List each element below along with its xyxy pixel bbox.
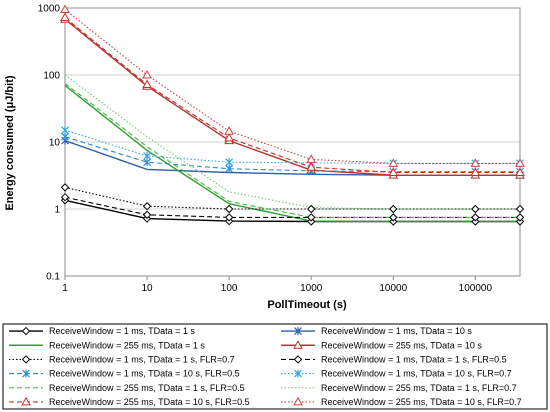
series-11-point [142,79,152,89]
series-5-point [471,204,480,214]
legend-label-12: ReceiveWindow = 255 ms, TData = 10 s, FL… [321,397,522,407]
series-6-point [224,213,234,222]
series-8-point [61,126,69,135]
y-tick-label: 1 [54,205,60,216]
series-6-point [142,210,152,219]
legend-label-6: ReceiveWindow = 1 ms, TData = 1 s, FLR=0… [321,354,507,364]
legend-marker-8 [294,369,302,378]
series-5-point [389,204,398,214]
series-6-point [471,213,480,222]
series-12-point [515,158,525,167]
series-12-point [306,154,317,163]
series-11-point [306,162,317,171]
legend-label-1: ReceiveWindow = 1 ms, TData = 1 s [49,326,195,336]
series-markers [60,4,525,226]
legend-label-9: ReceiveWindow = 255 ms, TData = 1 s, FLR… [49,383,245,393]
legend-label-7: ReceiveWindow = 1 ms, TData = 10 s, FLR=… [49,369,240,379]
series-6-point [389,213,398,222]
series-5-point [307,204,316,214]
x-tick-label: 10000 [379,283,407,294]
x-tick-label: 1000 [300,283,323,294]
legend-label-4: ReceiveWindow = 255 ms, TData = 10 s [321,340,482,350]
series-11-point [224,132,235,142]
series-11-point [60,12,70,22]
legend-marker-12 [293,396,303,406]
legend-label-10: ReceiveWindow = 255 ms, TData = 1 s, FLR… [321,383,517,393]
legend-marker-7 [22,369,30,378]
legend: ReceiveWindow = 1 ms, TData = 1 s Receive… [2,323,548,410]
series-5-point [60,183,70,192]
legend-marker-4 [293,340,303,349]
legend-box [2,323,548,410]
legend-marker-5 [21,355,31,364]
legend-label-2: ReceiveWindow = 1 ms, TData = 10 s [321,326,472,336]
series-8-point [225,158,234,167]
y-tick-label: 100 [43,71,60,82]
series-5-point [515,204,525,214]
series-12-point [60,4,70,13]
series-8-point [143,151,151,160]
legend-label-11: ReceiveWindow = 255 ms, TData = 10 s, FL… [49,397,250,407]
series-5-point [224,204,234,214]
series-12-point [388,158,399,167]
x-tick-label: 100 [221,283,238,294]
legend-marker-6 [293,355,303,364]
legend-marker-11 [21,396,31,406]
legend-label-8: ReceiveWindow = 1 ms, TData = 10 s, FLR=… [321,369,512,379]
legend-marker-1 [21,326,31,336]
series-12-point [142,69,152,79]
x-axis-title: PollTimeout (s) [267,299,347,311]
legend-label-3: ReceiveWindow = 255 ms, TData = 1 s [49,340,205,350]
series-6-point [515,213,525,222]
x-tick-label: 100000 [459,283,493,294]
series-11-point [470,167,481,177]
series-6-point [60,192,70,202]
legend-label-5: ReceiveWindow = 1 ms, TData = 1 s, FLR=0… [49,354,235,364]
y-tick-label: 1000 [38,4,61,15]
y-tick-label: 10 [49,138,61,149]
series-12-point [224,126,235,135]
y-tick-label: 0.1 [46,272,60,283]
x-tick-label: 1 [62,283,68,294]
series-11-point [388,167,399,177]
series-5-point [142,202,152,211]
series-6-point [307,213,316,222]
series-11-point [515,167,525,177]
x-tick-label: 10 [142,283,154,294]
y-axis-title: Energy consumed (μJ/bit) [4,75,16,210]
legend-marker-2 [294,327,302,336]
series-12-point [470,158,481,167]
